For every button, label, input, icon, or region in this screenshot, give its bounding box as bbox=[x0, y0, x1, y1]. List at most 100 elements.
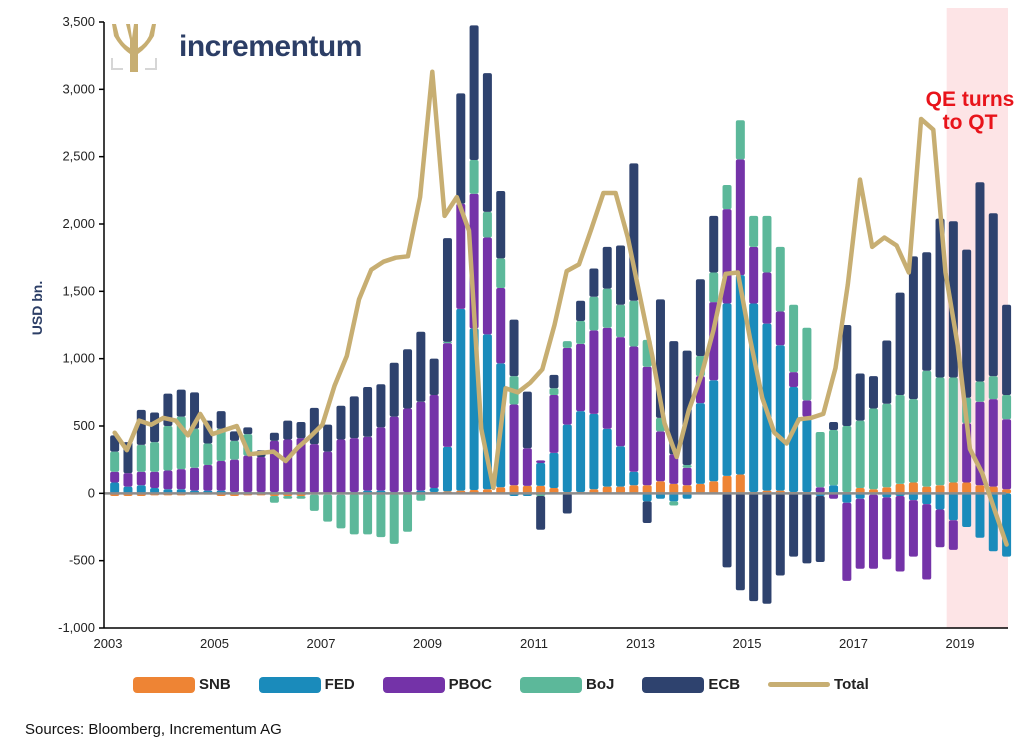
bar-segment-ecb bbox=[789, 493, 799, 557]
logo-text: incrementum bbox=[179, 30, 362, 63]
bar-segment-ecb bbox=[695, 279, 705, 356]
y-tick-label: 1,500 bbox=[62, 283, 95, 298]
bar-segment-snb bbox=[962, 482, 972, 494]
legend-swatch-total bbox=[768, 682, 831, 687]
bar-segment-fed bbox=[1002, 493, 1012, 557]
bar-segment-ecb bbox=[735, 493, 745, 591]
bar-segment-boj bbox=[442, 341, 452, 344]
bar-segment-ecb bbox=[229, 431, 239, 441]
bar-segment-snb bbox=[642, 485, 652, 494]
bar-segment-fed bbox=[962, 493, 972, 527]
bar-segment-fed bbox=[975, 493, 985, 538]
qt-annotation: QE turns to QT bbox=[908, 88, 1028, 134]
legend-item-ecb: ECB bbox=[642, 676, 740, 693]
bar-segment-pboc bbox=[216, 461, 226, 491]
bar-segment-boj bbox=[269, 496, 279, 503]
bar-segment-ecb bbox=[589, 268, 599, 297]
bar-segment-pboc bbox=[602, 327, 612, 429]
bar-segment-ecb bbox=[336, 405, 346, 440]
bar-segment-snb bbox=[549, 487, 559, 494]
bar-segment-boj bbox=[669, 501, 679, 506]
bar-segment-boj bbox=[296, 496, 306, 499]
legend-swatch-boj bbox=[520, 676, 583, 693]
y-tick-label: 3,000 bbox=[62, 81, 95, 96]
bar-segment-pboc bbox=[336, 439, 346, 494]
legend-label: Total bbox=[834, 676, 869, 693]
bar-segment-pboc bbox=[749, 246, 759, 304]
bar-segment-pboc bbox=[762, 272, 772, 324]
bar-segment-ecb bbox=[642, 501, 652, 523]
bar-segment-ecb bbox=[482, 73, 492, 212]
bar-segment-ecb bbox=[323, 424, 333, 452]
bar-segment-boj bbox=[190, 428, 200, 468]
bar-segment-pboc bbox=[735, 159, 745, 276]
bar-segment-pboc bbox=[629, 346, 639, 472]
bar-segment-pboc bbox=[403, 408, 413, 492]
bar-segment-pboc bbox=[243, 455, 253, 492]
bar-segment-boj bbox=[775, 246, 785, 312]
bar-segment-pboc bbox=[323, 451, 333, 494]
bar-segment-ecb bbox=[496, 191, 506, 259]
bar-segment-pboc bbox=[150, 471, 160, 488]
bar-segment-boj bbox=[363, 494, 373, 535]
bar-segment-fed bbox=[576, 411, 586, 492]
bar-segment-boj bbox=[895, 395, 905, 484]
bar-segment-snb bbox=[509, 485, 519, 494]
x-tick-label: 2009 bbox=[413, 636, 442, 651]
bar-segment-pboc bbox=[682, 467, 692, 486]
bar-segment-boj bbox=[922, 370, 932, 487]
bar-segment-snb bbox=[988, 486, 998, 494]
bar-segment-boj bbox=[283, 496, 293, 499]
bar-segment-boj bbox=[882, 403, 892, 488]
bar-segment-snb bbox=[682, 485, 692, 494]
x-tick-label: 2011 bbox=[520, 636, 548, 651]
y-tick-label: -500 bbox=[69, 553, 95, 568]
bar-segment-ecb bbox=[962, 249, 972, 398]
bar-segment-pboc bbox=[256, 456, 266, 492]
bar-segment-boj bbox=[815, 432, 825, 488]
total-line bbox=[112, 69, 1009, 547]
bar-segment-boj bbox=[136, 444, 146, 472]
bar-segment-snb bbox=[655, 481, 665, 494]
bar-segment-pboc bbox=[802, 400, 812, 417]
legend-item-total: Total bbox=[768, 676, 869, 693]
bar-segment-ecb bbox=[669, 341, 679, 455]
bar-segment-boj bbox=[336, 494, 346, 529]
bar-segment-boj bbox=[749, 215, 759, 247]
bar-segment-pboc bbox=[229, 459, 239, 492]
bar-segment-ecb bbox=[442, 238, 452, 342]
bar-segment-fed bbox=[456, 308, 466, 491]
bar-segment-ecb bbox=[150, 412, 160, 443]
bar-segment-pboc bbox=[616, 337, 626, 447]
bar-segment-boj bbox=[482, 211, 492, 238]
bar-segment-boj bbox=[935, 377, 945, 486]
bar-segment-fed bbox=[429, 487, 439, 492]
bar-segment-pboc bbox=[576, 343, 586, 412]
bar-segment-boj bbox=[948, 377, 958, 483]
bar-segment-ecb bbox=[602, 246, 612, 289]
bar-segment-fed bbox=[136, 485, 146, 494]
bar-segment-ecb bbox=[403, 349, 413, 409]
bar-segment-pboc bbox=[203, 465, 213, 491]
bar-segment-boj bbox=[829, 430, 839, 486]
bar-segment-snb bbox=[935, 485, 945, 494]
source-note: Sources: Bloomberg, Incrementum AG bbox=[25, 721, 282, 738]
legend-label: SNB bbox=[199, 676, 231, 693]
bar-segment-fed bbox=[110, 482, 120, 494]
bar-segment-pboc bbox=[589, 330, 599, 414]
bar-segment-boj bbox=[842, 426, 852, 492]
bar-segment-ecb bbox=[549, 374, 559, 389]
bar-segment-ecb bbox=[456, 93, 466, 204]
bar-segment-boj bbox=[163, 426, 173, 471]
bar-segment-ecb bbox=[829, 421, 839, 431]
y-tick-label: 500 bbox=[73, 418, 95, 433]
bar-segment-fed bbox=[948, 493, 958, 521]
bar-segment-ecb bbox=[509, 319, 519, 377]
bar-segment-fed bbox=[709, 380, 719, 482]
bar-segment-pboc bbox=[482, 237, 492, 335]
bar-segment-fed bbox=[908, 493, 918, 501]
bar-segment-boj bbox=[762, 215, 772, 273]
bar-segment-ecb bbox=[469, 25, 479, 161]
bar-segment-ecb bbox=[988, 213, 998, 377]
